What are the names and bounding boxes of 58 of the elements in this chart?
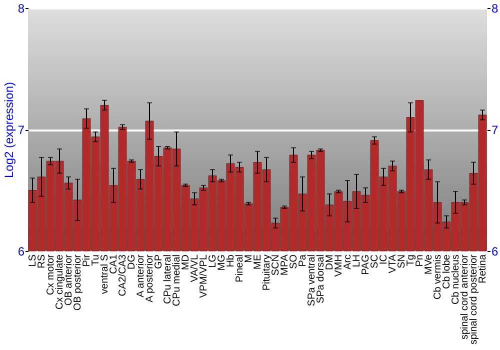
x-tick-label: Tu [90,254,102,266]
y2-tick-label: 8 [492,2,498,16]
x-tick-label: OB posterior [72,254,84,311]
x-tick-label: A anterior [136,254,146,298]
y2-tick-label: 7 [492,123,498,137]
x-tick-label: SN [396,254,408,268]
x-tick-label: VMH [334,254,344,277]
x-tick-label: Cb nucleus [450,254,462,305]
x-tick-label: GP [154,254,164,269]
x-tick-label: LS [28,254,38,267]
x-tick-label: Cb vermis [432,254,444,300]
x-tick-label: SPa ventral [306,254,318,306]
x-tick-label: VTA [388,254,398,274]
x-tick-label: VPM/VPL [198,254,210,298]
x-tick-label: Hb [226,254,236,268]
x-tick-label: IC [378,254,390,264]
y2-tick-label: 6 [492,244,498,258]
x-tick-label: SPa dorsal [316,254,326,304]
x-tick-label: SCN [270,254,282,276]
x-tick-label: ME [252,254,264,270]
x-tick-label: MD [180,254,192,270]
x-tick-label: LG [208,254,218,268]
x-tick-label: CA2/CA3 [118,254,128,296]
y-tick-label: 8 [18,2,25,16]
x-tick-label: Pir [82,254,92,267]
x-tick-label: MG [216,254,228,271]
x-tick-label: MVe [424,254,434,275]
x-tick-label: Tg [406,254,416,266]
x-tick-label: Cx motor [46,254,56,296]
y-axis-title: Log2 (expression) [2,82,16,178]
x-tick-label: RS [36,254,48,268]
x-tick-label: MPA [280,254,290,276]
x-tick-label: SC [370,254,380,268]
x-tick-label: DG [126,254,138,270]
x-tick-label: Pituitary [262,254,272,291]
x-tick-label: SO [288,254,300,269]
x-tick-label: M [244,254,254,263]
x-tick-label: A posterior [144,254,156,302]
x-tick-label: ventral S [100,254,110,294]
x-tick-label: Pa [298,254,308,267]
x-tick-label: CPu medial [172,254,182,306]
x-tick-label: PAG [360,254,372,275]
x-tick-label: Cx cingulate [54,254,66,310]
x-tick-label: Arc [342,254,354,270]
x-tick-label: Cb lobe [442,254,452,289]
y-tick-label: 6 [18,244,25,258]
x-tick-label: LH [352,254,362,268]
x-tick-label: spinal cord anterior [460,254,470,340]
x-tick-label: VA/VL [190,254,200,282]
x-tick-label: Pineal [234,254,246,282]
x-tick-label: CA1 [108,254,120,274]
x-tick-label: Pn [414,254,426,267]
x-tick-label: OB anterior [64,254,74,306]
x-tick-label: spinal cord posterior [468,254,480,345]
x-tick-label: DM [324,254,336,270]
x-tick-label: Retina [478,254,488,284]
y-tick-label: 7 [18,123,25,137]
x-tick-label: CPu lateral [162,254,174,304]
